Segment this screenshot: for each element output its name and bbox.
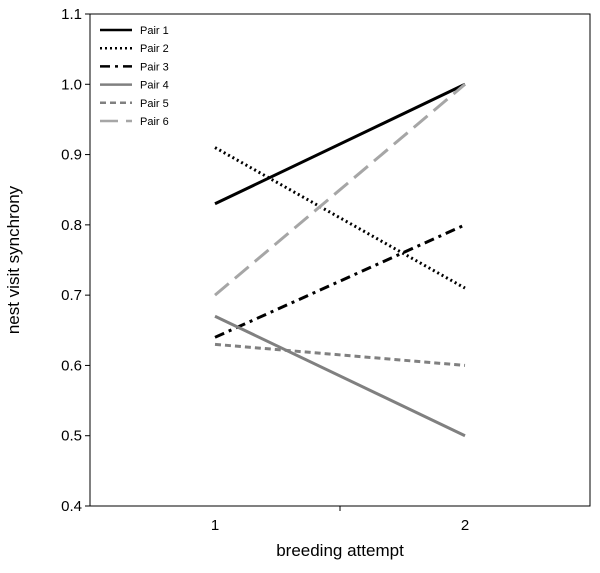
legend-label: Pair 2 [140,43,169,55]
y-tick-label: 0.5 [61,428,82,445]
legend: Pair 1 Pair 2 Pair 3 Pair 4 Pair 5 Pair 6 [100,25,169,128]
legend-label: Pair 6 [140,116,169,128]
x-tick-label: 2 [461,517,469,534]
x-tick-label: 1 [211,517,219,534]
series-line-pair-4 [214,314,466,438]
y-tick-label: 0.8 [61,217,82,234]
y-axis-title: nest visit synchrony [4,185,23,334]
y-tick-label: 0.6 [61,357,82,374]
y-tick-label: 0.9 [61,147,82,164]
series-lines [214,82,466,438]
series-line-pair-5 [214,342,466,367]
y-tick-label: 0.4 [61,498,82,515]
y-tick-label: 1.1 [61,6,82,23]
legend-label: Pair 1 [140,25,169,37]
y-tick-label: 0.7 [61,287,82,304]
legend-label: Pair 3 [140,61,169,73]
y-tick-label: 1.0 [61,76,82,93]
legend-label: Pair 5 [140,98,169,110]
series-line-pair-6 [214,83,466,297]
plot-area [89,13,591,507]
legend-label: Pair 4 [140,80,169,92]
series-line-pair-1 [214,82,466,206]
x-axis-title: breeding attempt [276,541,404,560]
y-axis-ticks: 0.4 0.5 0.6 0.7 0.8 0.9 1.0 1.1 [61,6,90,515]
